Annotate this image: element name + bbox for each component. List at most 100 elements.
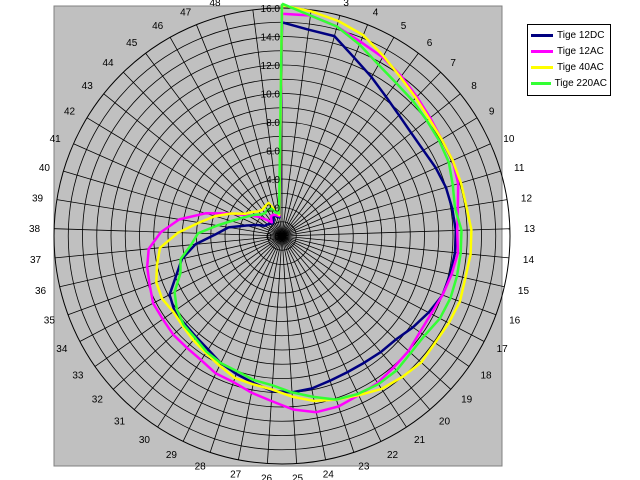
category-label: 11 <box>514 163 525 174</box>
grid-spoke <box>281 235 431 410</box>
category-label: 48 <box>209 0 221 9</box>
legend-swatch <box>531 65 553 69</box>
legend-label: Tige 12AC <box>557 45 604 57</box>
category-label: 14 <box>523 255 535 266</box>
grid-spoke <box>56 199 283 237</box>
category-label: 35 <box>44 316 56 327</box>
category-label: 37 <box>30 255 42 266</box>
grid-spoke <box>223 15 283 237</box>
category-label: 1 <box>279 0 285 1</box>
grid-spoke <box>281 235 452 390</box>
category-label: 24 <box>323 470 335 480</box>
grid-spoke <box>281 235 470 367</box>
category-label: 27 <box>230 470 242 480</box>
series-line-4 <box>173 2 463 401</box>
legend-item: Tige 12AC <box>531 43 607 59</box>
radial-tick-label: 16.0 <box>261 4 281 15</box>
grid-spoke <box>123 71 283 237</box>
category-label: 16 <box>509 316 521 327</box>
grid-spoke <box>182 235 283 442</box>
series-line-3 <box>155 3 473 403</box>
legend-swatch <box>531 81 551 85</box>
grid-spoke <box>281 235 407 428</box>
category-label: 42 <box>64 107 76 118</box>
category-label: 36 <box>35 286 47 297</box>
radial-tick-label: 14.0 <box>261 33 281 44</box>
grid-spoke <box>157 235 283 428</box>
grid-spoke <box>79 235 283 342</box>
series-group <box>145 2 473 414</box>
grid-spoke <box>169 37 283 237</box>
grid-spoke <box>145 53 283 237</box>
grid-spoke <box>281 37 395 237</box>
grid-spoke <box>55 235 283 259</box>
category-label: 10 <box>503 134 515 145</box>
grid-spoke <box>281 235 355 453</box>
grid-spoke <box>281 117 478 237</box>
grid-spoke <box>281 199 508 237</box>
grid-spoke <box>54 228 283 237</box>
series-line-1 <box>168 21 458 394</box>
category-label: 22 <box>387 450 399 461</box>
category-label: 40 <box>39 163 51 174</box>
category-label: 8 <box>471 81 477 92</box>
legend-label: Tige 40AC <box>557 61 604 73</box>
radial-tick-label: 10.0 <box>261 90 281 101</box>
category-label: 45 <box>126 38 138 49</box>
category-label: 31 <box>114 416 126 427</box>
category-label: 43 <box>82 81 94 92</box>
grid-spoke <box>281 235 382 442</box>
radial-tick-label: 2.0 <box>266 204 280 215</box>
grid-spoke <box>196 24 283 237</box>
radial-tick-label: 0.0 <box>266 232 280 243</box>
category-label: 13 <box>524 224 536 235</box>
category-label: 4 <box>373 8 379 19</box>
grid-spoke <box>266 235 283 464</box>
radial-tick-label: 12.0 <box>261 61 281 72</box>
category-label: 12 <box>521 193 533 204</box>
grid-spoke <box>281 235 326 460</box>
legend-swatch <box>531 33 553 37</box>
legend-swatch <box>531 49 553 53</box>
radial-tick-label: 6.0 <box>266 147 280 158</box>
category-label: 19 <box>461 395 473 406</box>
grid-spoke <box>281 24 368 237</box>
legend-item: Tige 220AC <box>531 75 607 91</box>
category-label: 25 <box>292 474 304 480</box>
grid-spoke <box>94 235 283 367</box>
legend-label: Tige 12DC <box>557 29 605 41</box>
category-label: 7 <box>450 58 456 69</box>
category-label: 9 <box>489 107 495 118</box>
category-label: 5 <box>401 21 407 32</box>
category-label: 34 <box>56 344 68 355</box>
grid-spoke <box>112 235 283 390</box>
grid-spoke <box>281 15 341 237</box>
grid-spoke <box>73 143 283 237</box>
category-label: 41 <box>50 134 62 145</box>
grid-spoke <box>281 9 312 237</box>
legend-item: Tige 40AC <box>531 59 607 75</box>
radial-tick-labels: 0.0 2.0 4.0 6.0 8.0 10.0 12.0 14.0 16.0 <box>261 4 281 243</box>
category-label: 44 <box>102 58 114 69</box>
grid-spoke <box>209 235 283 453</box>
grid-spoke <box>281 170 501 237</box>
category-label: 17 <box>497 344 509 355</box>
category-label: 18 <box>481 371 493 382</box>
category-labels: 1234567891011121314151617181920212223242… <box>29 0 535 480</box>
legend: Tige 12DC Tige 12AC Tige 40AC Tige 220AC <box>527 24 611 96</box>
legend-label: Tige 220AC <box>554 77 607 89</box>
category-label: 3 <box>343 0 349 9</box>
category-label: 2 <box>310 0 316 3</box>
radial-tick-label: 4.0 <box>266 175 280 186</box>
category-label: 39 <box>32 193 44 204</box>
grid-spoke <box>281 235 298 464</box>
category-label: 29 <box>166 450 178 461</box>
grid-spoke <box>281 71 441 237</box>
category-label: 6 <box>427 38 433 49</box>
grid-spoke <box>59 235 283 288</box>
category-label: 49 <box>246 0 258 3</box>
category-label: 33 <box>72 371 84 382</box>
grid-spoke <box>281 143 491 237</box>
category-label: 26 <box>261 474 273 480</box>
